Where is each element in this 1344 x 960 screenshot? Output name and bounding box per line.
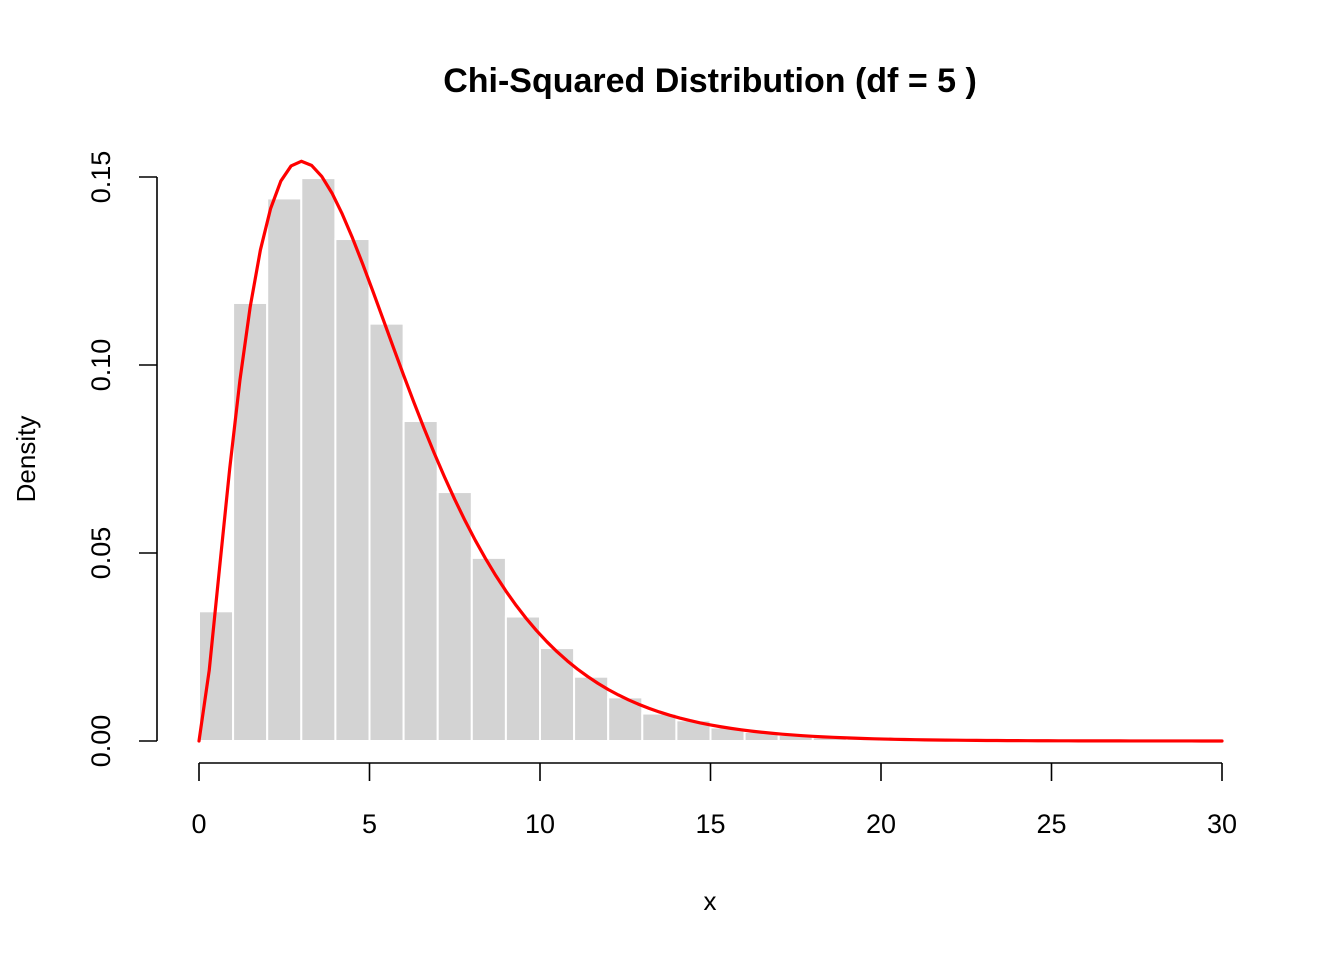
density-curve bbox=[197, 159, 1224, 743]
histogram-bar bbox=[368, 322, 405, 742]
histogram-bar bbox=[470, 556, 507, 742]
x-tick-label: 5 bbox=[362, 809, 377, 839]
histogram-bar bbox=[641, 712, 678, 743]
histogram-bars bbox=[198, 177, 1053, 743]
x-tick-label: 10 bbox=[525, 809, 555, 839]
histogram-bar bbox=[402, 420, 439, 742]
x-axis: 0 5 10 15 20 25 30 bbox=[191, 762, 1237, 839]
x-tick-label: 30 bbox=[1207, 809, 1237, 839]
x-tick-label: 0 bbox=[191, 809, 206, 839]
histogram-bar bbox=[334, 238, 371, 742]
chart-title: Chi-Squared Distribution (df = 5 ) bbox=[443, 62, 977, 100]
x-tick-label: 20 bbox=[866, 809, 896, 839]
histogram-bar bbox=[300, 177, 337, 743]
x-tick-label: 15 bbox=[695, 809, 725, 839]
y-tick-label: 0.15 bbox=[86, 151, 116, 204]
x-tick-label: 25 bbox=[1036, 809, 1066, 839]
y-tick-label: 0.00 bbox=[86, 715, 116, 768]
histogram-bar bbox=[198, 610, 235, 743]
y-tick-label: 0.05 bbox=[86, 527, 116, 580]
histogram-bar bbox=[232, 301, 269, 742]
y-axis-label: Density bbox=[11, 416, 41, 503]
histogram-bar bbox=[266, 197, 303, 742]
histogram-bar bbox=[436, 491, 473, 743]
y-axis: 0.00 0.05 0.10 0.15 bbox=[86, 151, 158, 768]
y-tick-label: 0.10 bbox=[86, 339, 116, 392]
histogram-bar bbox=[504, 615, 541, 743]
x-axis-label: x bbox=[704, 886, 717, 916]
